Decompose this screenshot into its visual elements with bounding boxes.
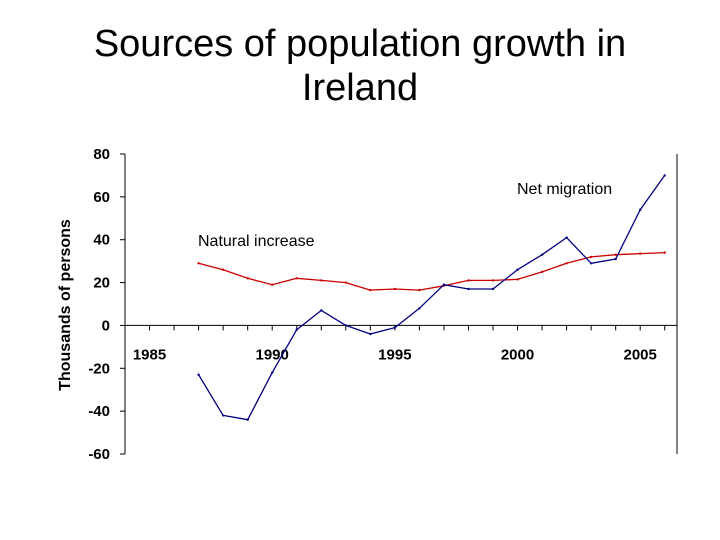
y-axis-label: Thousands of persons <box>57 219 74 391</box>
data-point-natural-increase <box>295 277 298 280</box>
y-tick-label: 0 <box>102 317 110 334</box>
data-point-natural-increase <box>393 287 397 291</box>
data-point-net-migration <box>467 287 470 291</box>
annotation-net-migration: Net migration <box>517 181 612 198</box>
chart-series <box>197 174 666 421</box>
data-point-natural-increase <box>271 283 274 286</box>
x-tick-label: 2000 <box>501 346 534 363</box>
data-point-net-migration <box>246 418 249 421</box>
data-point-net-migration <box>589 262 593 265</box>
data-point-net-migration <box>614 257 617 261</box>
data-point-net-migration <box>344 324 347 327</box>
data-point-natural-increase <box>221 268 225 271</box>
chart-axes <box>120 153 678 455</box>
data-point-natural-increase <box>540 270 544 274</box>
tick-labels: 80 60 40 20 0 -20 -40 -60 1985 1990 1995 2000 2005 <box>88 146 657 463</box>
data-point-net-migration <box>639 208 642 211</box>
data-point-net-migration <box>540 253 544 256</box>
data-point-net-migration <box>197 373 200 376</box>
data-point-net-migration <box>516 268 519 271</box>
data-point-natural-increase <box>418 288 421 292</box>
data-point-net-migration <box>663 174 666 177</box>
data-point-natural-increase <box>516 278 519 281</box>
data-point-net-migration <box>369 332 372 336</box>
data-point-natural-increase <box>197 262 200 265</box>
data-point-natural-increase <box>369 288 372 292</box>
y-tick-label: 20 <box>93 275 110 292</box>
data-point-natural-increase <box>491 279 495 282</box>
x-tick-label: 2005 <box>624 346 657 363</box>
data-point-net-migration <box>565 236 568 239</box>
data-point-natural-increase <box>565 262 568 265</box>
data-point-natural-increase <box>589 255 593 259</box>
y-tick-label: 80 <box>93 146 110 163</box>
series-line-natural-increase <box>198 251 665 291</box>
x-tick-label: 1990 <box>256 346 289 363</box>
y-tick-label: -60 <box>88 446 110 463</box>
x-tick-label: 1995 <box>378 346 411 363</box>
y-tick-label: 60 <box>93 189 110 206</box>
data-point-natural-increase <box>344 281 347 284</box>
data-point-net-migration <box>320 309 323 312</box>
data-point-net-migration <box>221 414 225 417</box>
x-tick-label: 1985 <box>133 346 166 363</box>
data-point-net-migration <box>442 283 446 286</box>
data-point-natural-increase <box>639 252 642 255</box>
data-point-net-migration <box>271 371 274 374</box>
chart-title: Sources of population growth in Ireland <box>40 22 680 110</box>
data-point-net-migration <box>491 287 495 291</box>
data-point-natural-increase <box>320 279 323 282</box>
chart-title-line-1: Sources of population growth in <box>93 23 627 65</box>
data-point-natural-increase <box>467 279 470 282</box>
data-point-natural-increase <box>614 253 617 256</box>
data-point-net-migration <box>418 307 421 310</box>
y-tick-label: -40 <box>88 403 110 420</box>
y-tick-label: -20 <box>88 360 110 377</box>
annotation-natural-increase: Natural increase <box>198 233 315 250</box>
data-point-natural-increase <box>663 251 666 254</box>
y-tick-label: 40 <box>93 232 110 249</box>
data-point-net-migration <box>393 326 397 329</box>
chart-title-line-2: Ireland <box>301 67 419 109</box>
data-point-net-migration <box>295 328 298 331</box>
data-point-natural-increase <box>246 277 249 280</box>
series-line-net-migration <box>198 175 666 421</box>
